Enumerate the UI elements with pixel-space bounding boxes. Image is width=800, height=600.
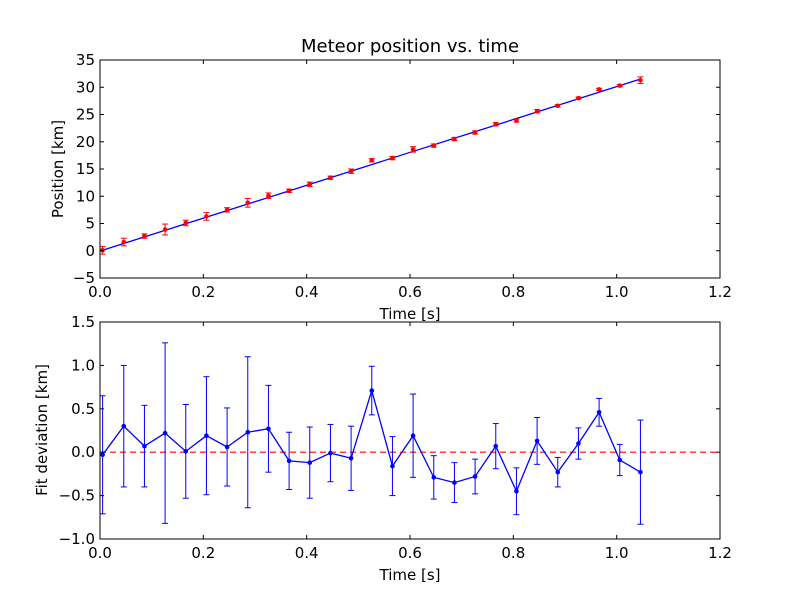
position-point (638, 77, 643, 83)
position-point (555, 103, 561, 109)
deviation-point (245, 429, 251, 435)
deviation-point (369, 388, 375, 393)
deviation-chart-ytick-label: −0.5 (59, 487, 95, 505)
position-chart-frame (99, 59, 721, 279)
position-point (596, 87, 602, 92)
position-point (390, 155, 395, 161)
deviation-point (596, 409, 602, 415)
deviation-chart-ytick-label: 1.5 (71, 313, 95, 331)
deviation-chart-xtick-label: 0.4 (295, 544, 319, 562)
deviation-chart-xtick-label: 0.2 (191, 544, 215, 562)
deviation-chart-ytick-label: 1.0 (71, 356, 95, 374)
position-point (410, 147, 416, 152)
position-point (121, 239, 127, 245)
position-fit-line (102, 78, 641, 251)
position-point (142, 233, 147, 239)
deviation-point (534, 438, 540, 444)
position-chart-ytick-label: 30 (76, 78, 95, 96)
position-chart-ytick-label: 5 (85, 215, 95, 233)
deviation-point (328, 450, 333, 456)
deviation-point (142, 443, 147, 449)
position-chart-ytick-label: 35 (76, 51, 95, 69)
position-chart-ytick-label: 10 (76, 187, 95, 205)
deviation-point (555, 469, 561, 475)
position-point (286, 188, 292, 194)
position-chart-ytick-label: 0 (85, 242, 95, 260)
position-chart-ytick-label: 15 (76, 160, 95, 178)
deviation-point (514, 488, 519, 494)
deviation-chart-xtick-label: 0.0 (88, 544, 112, 562)
deviation-point (204, 433, 209, 439)
position-point (576, 95, 581, 101)
deviation-point (121, 423, 127, 429)
position-point (369, 157, 375, 163)
deviation-chart-ytick-label: −1.0 (59, 530, 95, 548)
deviation-point (576, 441, 581, 446)
position-point (245, 200, 251, 206)
position-point (224, 207, 230, 213)
deviation-chart-ytick-label: 0.0 (71, 443, 95, 461)
deviation-point (390, 463, 395, 469)
position-chart-ylabel: Position [km] (49, 120, 67, 218)
position-point (100, 247, 105, 253)
position-chart-title: Meteor position vs. time (301, 36, 519, 57)
position-point (307, 181, 313, 187)
position-chart-ytick-label: 20 (76, 133, 95, 151)
position-chart-xtick-label: 1.0 (605, 283, 629, 301)
position-point (162, 227, 168, 232)
deviation-point (183, 449, 189, 454)
deviation-chart-ytick-label: 0.5 (71, 400, 95, 418)
position-chart-xtick-label: 0.0 (88, 283, 112, 301)
position-point (452, 136, 457, 142)
deviation-point (472, 474, 478, 479)
position-chart-xlabel: Time [s] (379, 305, 441, 323)
deviation-point (638, 469, 643, 475)
deviation-point (162, 430, 168, 436)
deviation-chart-ylabel: Fit deviation [km] (33, 364, 51, 496)
position-point (617, 83, 623, 88)
deviation-chart-xtick-label: 1.2 (708, 544, 732, 562)
position-chart-xtick-label: 0.6 (398, 283, 422, 301)
deviation-chart-xtick-label: 0.6 (398, 544, 422, 562)
position-point (266, 193, 271, 199)
deviation-point (493, 443, 499, 449)
position-chart: Meteor position vs. time 0.0 0.2 0.4 0.6 0.8… (49, 36, 732, 323)
deviation-point (307, 460, 313, 465)
position-point (328, 175, 333, 181)
position-point (514, 118, 519, 123)
deviation-point (431, 475, 437, 480)
position-point (204, 214, 209, 219)
position-chart-xtick-label: 0.2 (191, 283, 215, 301)
position-chart-ytick-label: −5 (73, 269, 95, 287)
deviation-point (286, 458, 292, 464)
deviation-point (100, 452, 105, 458)
deviation-chart-xtick-label: 1.0 (605, 544, 629, 562)
deviation-point (452, 480, 457, 485)
deviation-point (348, 455, 354, 461)
deviation-point (617, 457, 623, 463)
position-point (431, 143, 437, 148)
deviation-point (224, 444, 230, 450)
deviation-chart-frame (99, 321, 721, 540)
position-point (534, 108, 540, 114)
position-chart-xtick-label: 0.4 (295, 283, 319, 301)
position-point (183, 220, 189, 226)
deviation-chart-xtick-label: 0.8 (501, 544, 525, 562)
position-point (493, 122, 499, 127)
position-point (348, 168, 354, 174)
deviation-point (266, 426, 271, 432)
position-point (472, 130, 478, 135)
position-chart-xtick-label: 0.8 (501, 283, 525, 301)
position-chart-ytick-label: 25 (76, 106, 95, 124)
deviation-chart: 0.0 0.2 0.4 0.6 0.8 1.0 1.2 −1.0 −0.5 0.0 0.5 1.0 1.… (33, 313, 732, 584)
position-chart-xtick-label: 1.2 (708, 283, 732, 301)
deviation-point (410, 433, 416, 439)
deviation-chart-xlabel: Time [s] (379, 566, 441, 584)
